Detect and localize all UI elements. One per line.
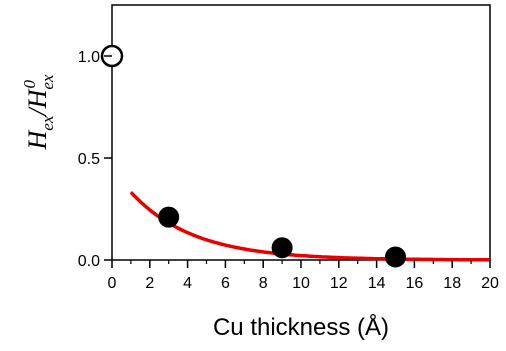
y-axis-label-slash: /	[23, 106, 52, 118]
x-tick-label: 0	[108, 275, 117, 292]
y-axis-label-sub2: ex	[38, 74, 57, 90]
y-axis-label: Hex/Hex0	[20, 74, 57, 150]
x-axis: 0 2 4 6 8 10 12 14 16 18 20	[108, 260, 499, 292]
x-tick-label: 10	[292, 275, 310, 292]
x-tick-label: 20	[481, 275, 499, 292]
y-axis-label-main: H	[23, 129, 52, 150]
filled-data-point	[158, 206, 180, 228]
x-tick-label: 6	[221, 275, 230, 292]
y-axis: 0.0 0.5 1.0	[78, 49, 112, 270]
plot-area	[100, 4, 491, 268]
y-axis-label-sup2: 0	[20, 80, 39, 89]
x-tick-label: 8	[259, 275, 268, 292]
x-tick-label: 2	[145, 275, 154, 292]
y-tick-label: 0.5	[78, 151, 100, 168]
fit-curve	[129, 191, 490, 262]
x-tick-label: 12	[330, 275, 348, 292]
x-tick-label: 4	[183, 275, 192, 292]
y-tick-label: 1.0	[78, 49, 100, 66]
y-axis-label-main2: H	[23, 88, 52, 109]
x-tick-label: 14	[368, 275, 386, 292]
filled-data-point	[271, 237, 293, 259]
x-axis-label: Cu thickness (Å)	[213, 313, 389, 341]
x-tick-label: 16	[406, 275, 424, 292]
filled-data-point	[385, 246, 406, 268]
y-axis-label-sub: ex	[38, 115, 57, 131]
x-tick-label: 18	[443, 275, 461, 292]
y-tick-label: 0.0	[78, 253, 100, 270]
